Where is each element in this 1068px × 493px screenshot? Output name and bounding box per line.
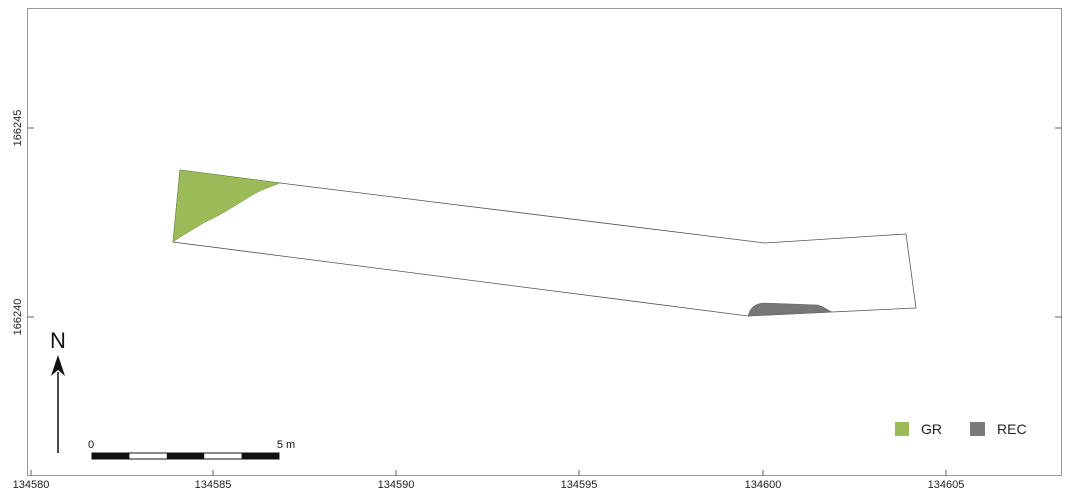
- rec-feature: [747, 302, 833, 317]
- x-tick-label: 134605: [928, 479, 965, 491]
- y-tick-label: 166245: [12, 110, 24, 147]
- y-tick-label: 166240: [12, 299, 24, 336]
- north-label: N: [50, 328, 66, 353]
- scale-bar-segment: [241, 453, 279, 459]
- legend-label-gr: GR: [921, 421, 942, 437]
- trench-outline: [172, 169, 917, 317]
- x-tick-label: 134600: [745, 479, 782, 491]
- legend-swatch-gr: [895, 422, 909, 436]
- legend: GR REC: [895, 421, 1027, 437]
- x-tick-label: 134590: [378, 479, 415, 491]
- legend-label-rec: REC: [997, 421, 1027, 437]
- x-tick-label: 134580: [13, 479, 50, 491]
- north-arrow-icon: [51, 355, 65, 376]
- scale-bar-segment: [166, 453, 205, 459]
- x-axis: 134580 134585 134590 134595 134600 13460…: [13, 470, 965, 491]
- scale-bar: 0 5 m: [88, 439, 295, 460]
- scale-bar-segment: [92, 453, 130, 459]
- scale-end-label: 5 m: [277, 439, 295, 451]
- legend-swatch-rec: [970, 422, 985, 436]
- x-tick-label: 134595: [561, 479, 598, 491]
- x-tick-label: 134585: [195, 479, 232, 491]
- gr-feature: [172, 169, 281, 243]
- north-arrow: N: [50, 328, 66, 453]
- y-axis: 166245 166240: [12, 110, 1062, 336]
- scale-start-label: 0: [88, 439, 94, 451]
